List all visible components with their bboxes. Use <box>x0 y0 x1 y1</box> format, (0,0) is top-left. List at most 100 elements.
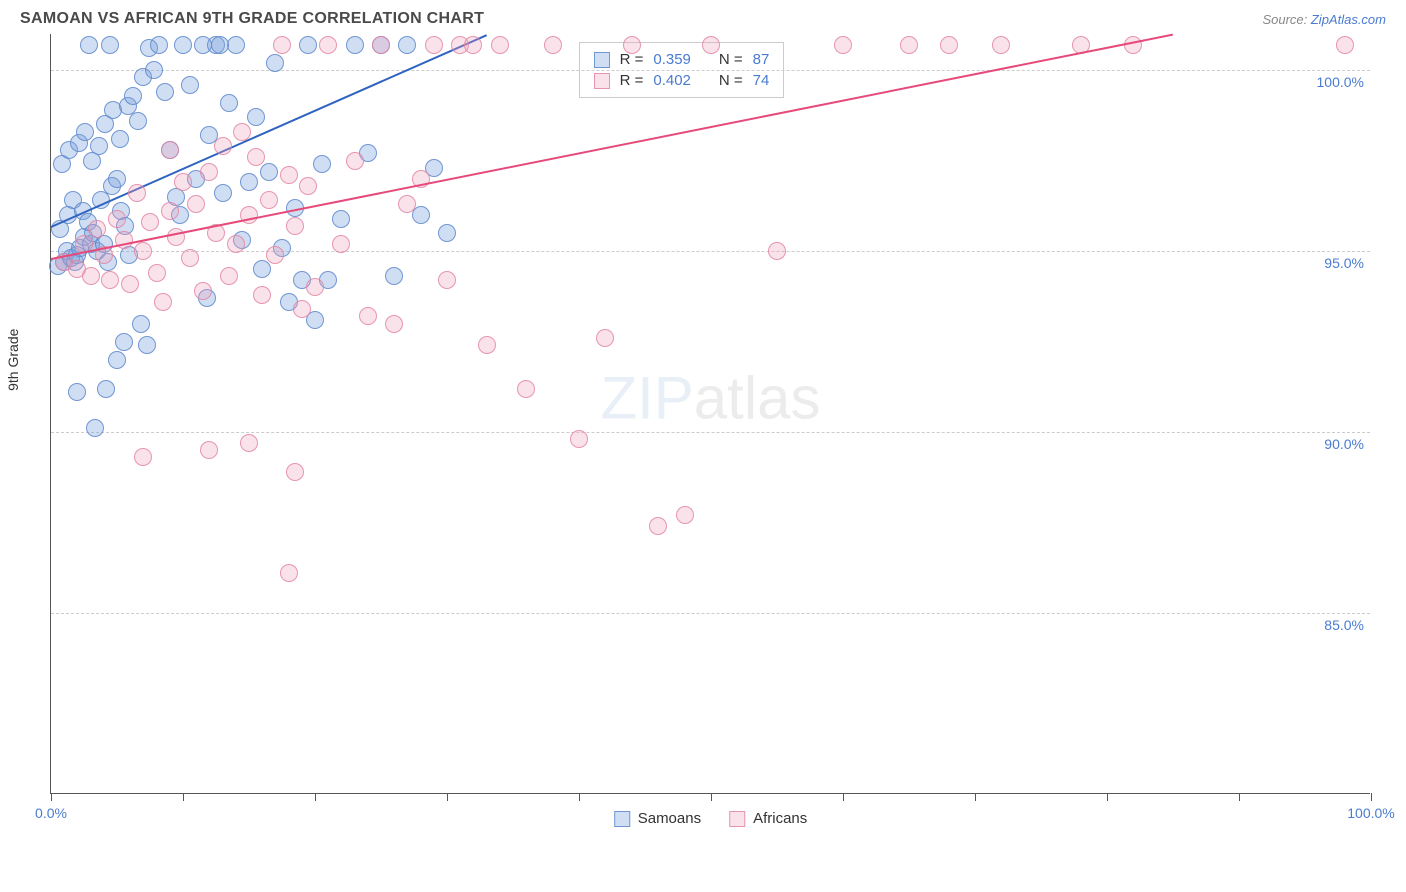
scatter-point-samoans <box>181 76 199 94</box>
scatter-point-africans <box>121 275 139 293</box>
scatter-point-africans <box>134 242 152 260</box>
stat-n-value-samoans: 87 <box>753 51 770 68</box>
scatter-point-africans <box>293 300 311 318</box>
scatter-point-samoans <box>101 36 119 54</box>
stat-n-label: N = <box>719 72 743 89</box>
legend-item-samoans: Samoans <box>614 810 701 827</box>
scatter-point-africans <box>174 173 192 191</box>
scatter-point-africans <box>141 213 159 231</box>
gridline <box>51 432 1370 433</box>
scatter-point-samoans <box>138 336 156 354</box>
scatter-point-samoans <box>145 61 163 79</box>
scatter-point-africans <box>161 202 179 220</box>
scatter-point-samoans <box>247 108 265 126</box>
scatter-point-africans <box>834 36 852 54</box>
scatter-point-africans <box>181 249 199 267</box>
scatter-point-samoans <box>150 36 168 54</box>
scatter-point-africans <box>900 36 918 54</box>
scatter-point-africans <box>649 517 667 535</box>
scatter-point-africans <box>247 148 265 166</box>
scatter-point-africans <box>676 506 694 524</box>
scatter-point-africans <box>702 36 720 54</box>
scatter-point-africans <box>768 242 786 260</box>
scatter-point-samoans <box>80 36 98 54</box>
x-tick-label: 100.0% <box>1347 805 1394 821</box>
scatter-point-africans <box>280 166 298 184</box>
y-axis-label: 9th Grade <box>5 328 21 390</box>
y-tick-label: 90.0% <box>1324 436 1364 452</box>
legend-item-africans: Africans <box>729 810 807 827</box>
scatter-point-africans <box>299 177 317 195</box>
series-legend: Samoans Africans <box>614 810 808 827</box>
scatter-point-samoans <box>108 351 126 369</box>
scatter-point-africans <box>491 36 509 54</box>
scatter-point-samoans <box>86 419 104 437</box>
x-tick <box>1107 793 1108 801</box>
scatter-point-samoans <box>266 54 284 72</box>
scatter-point-africans <box>623 36 641 54</box>
x-tick <box>1371 793 1372 801</box>
scatter-point-africans <box>167 228 185 246</box>
scatter-point-africans <box>280 564 298 582</box>
scatter-point-africans <box>214 137 232 155</box>
legend-label-samoans: Samoans <box>638 810 701 827</box>
watermark-thin: atlas <box>694 365 821 432</box>
scatter-point-africans <box>148 264 166 282</box>
scatter-point-samoans <box>398 36 416 54</box>
source-attribution: Source: ZipAtlas.com <box>1262 12 1386 27</box>
scatter-point-africans <box>438 271 456 289</box>
x-tick <box>579 793 580 801</box>
scatter-point-samoans <box>438 224 456 242</box>
scatter-point-samoans <box>68 383 86 401</box>
scatter-point-samoans <box>111 130 129 148</box>
x-tick <box>843 793 844 801</box>
scatter-point-africans <box>385 315 403 333</box>
plot-container: ZIPatlas 9th Grade R =0.359N =87R =0.402… <box>50 34 1386 794</box>
scatter-point-africans <box>240 434 258 452</box>
watermark-bold: ZIP <box>600 365 693 432</box>
scatter-point-africans <box>346 152 364 170</box>
x-tick <box>51 793 52 801</box>
stat-n-value-africans: 74 <box>753 72 770 89</box>
scatter-point-africans <box>372 36 390 54</box>
legend-swatch-samoans <box>614 811 630 827</box>
scatter-point-africans <box>398 195 416 213</box>
scatter-point-africans <box>200 441 218 459</box>
legend-swatch-africans <box>729 811 745 827</box>
gridline <box>51 613 1370 614</box>
x-tick <box>975 793 976 801</box>
scatter-point-samoans <box>174 36 192 54</box>
scatter-point-africans <box>101 271 119 289</box>
stat-n-label: N = <box>719 51 743 68</box>
scatter-point-africans <box>359 307 377 325</box>
x-tick <box>315 793 316 801</box>
scatter-point-africans <box>596 329 614 347</box>
scatter-point-samoans <box>214 184 232 202</box>
scatter-point-samoans <box>156 83 174 101</box>
scatter-point-africans <box>200 163 218 181</box>
scatter-point-africans <box>88 220 106 238</box>
scatter-point-africans <box>266 246 284 264</box>
scatter-point-africans <box>517 380 535 398</box>
scatter-point-samoans <box>313 155 331 173</box>
scatter-point-samoans <box>108 170 126 188</box>
scatter-point-africans <box>940 36 958 54</box>
scatter-point-africans <box>154 293 172 311</box>
x-tick <box>183 793 184 801</box>
scatter-point-africans <box>332 235 350 253</box>
scatter-point-africans <box>260 191 278 209</box>
x-tick <box>711 793 712 801</box>
scatter-point-africans <box>82 267 100 285</box>
scatter-point-samoans <box>129 112 147 130</box>
scatter-point-samoans <box>227 36 245 54</box>
scatter-point-samoans <box>260 163 278 181</box>
y-tick-label: 95.0% <box>1324 255 1364 271</box>
y-tick-label: 85.0% <box>1324 617 1364 633</box>
scatter-point-africans <box>544 36 562 54</box>
swatch-africans <box>594 73 610 89</box>
scatter-point-samoans <box>97 380 115 398</box>
y-tick-label: 100.0% <box>1317 74 1364 90</box>
scatter-point-africans <box>134 448 152 466</box>
source-link[interactable]: ZipAtlas.com <box>1311 12 1386 27</box>
scatter-point-africans <box>273 36 291 54</box>
